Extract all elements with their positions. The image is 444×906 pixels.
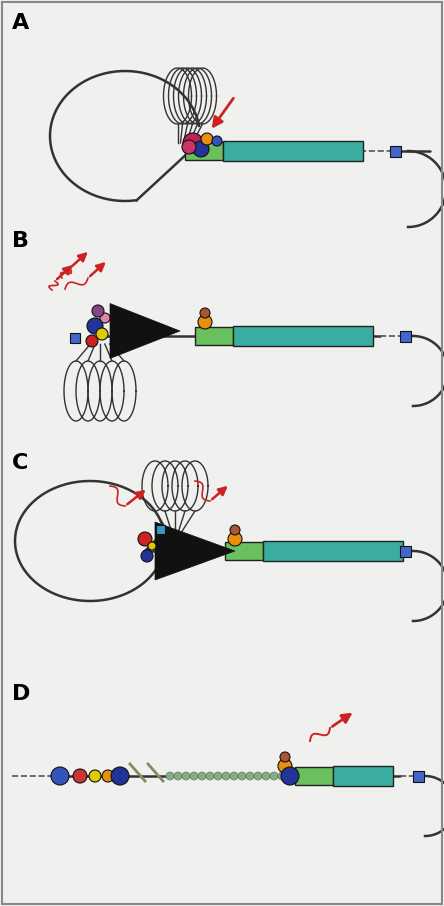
Circle shape <box>238 772 246 780</box>
Circle shape <box>201 133 213 145</box>
Circle shape <box>174 772 182 780</box>
Circle shape <box>230 525 240 535</box>
Circle shape <box>278 772 286 780</box>
Circle shape <box>111 767 129 785</box>
Bar <box>295 767 333 785</box>
Bar <box>412 770 424 782</box>
Circle shape <box>102 770 114 782</box>
Circle shape <box>212 136 222 146</box>
Bar <box>225 542 263 560</box>
Bar <box>333 766 393 786</box>
Circle shape <box>198 772 206 780</box>
Text: B: B <box>12 231 29 251</box>
Bar <box>155 525 164 534</box>
Bar <box>70 333 80 343</box>
Bar <box>195 327 233 345</box>
Text: A: A <box>12 13 29 33</box>
Circle shape <box>166 772 174 780</box>
Circle shape <box>86 335 98 347</box>
Text: C: C <box>12 453 28 473</box>
Circle shape <box>280 752 290 762</box>
Bar <box>223 141 363 161</box>
Circle shape <box>183 133 203 153</box>
Circle shape <box>141 550 153 562</box>
Circle shape <box>230 772 238 780</box>
Circle shape <box>87 318 103 334</box>
Circle shape <box>281 767 299 785</box>
Bar <box>263 541 403 561</box>
Circle shape <box>198 315 212 329</box>
Circle shape <box>51 767 69 785</box>
Circle shape <box>182 772 190 780</box>
Polygon shape <box>110 304 180 359</box>
Circle shape <box>100 313 110 323</box>
Bar <box>400 331 411 342</box>
Circle shape <box>138 532 152 546</box>
Circle shape <box>246 772 254 780</box>
Circle shape <box>96 328 108 340</box>
Circle shape <box>73 769 87 783</box>
Circle shape <box>228 532 242 546</box>
Circle shape <box>200 308 210 318</box>
Circle shape <box>270 772 278 780</box>
Circle shape <box>278 759 292 773</box>
Circle shape <box>254 772 262 780</box>
Circle shape <box>182 140 196 154</box>
Circle shape <box>262 772 270 780</box>
Circle shape <box>206 772 214 780</box>
Circle shape <box>214 772 222 780</box>
Circle shape <box>148 542 156 550</box>
Text: D: D <box>12 684 30 704</box>
Circle shape <box>190 772 198 780</box>
Bar <box>233 326 373 346</box>
Bar <box>389 146 400 157</box>
Circle shape <box>222 772 230 780</box>
Circle shape <box>92 305 104 317</box>
Bar <box>400 545 411 556</box>
Bar <box>185 142 223 160</box>
Circle shape <box>193 141 209 157</box>
Circle shape <box>89 770 101 782</box>
Polygon shape <box>155 522 235 580</box>
